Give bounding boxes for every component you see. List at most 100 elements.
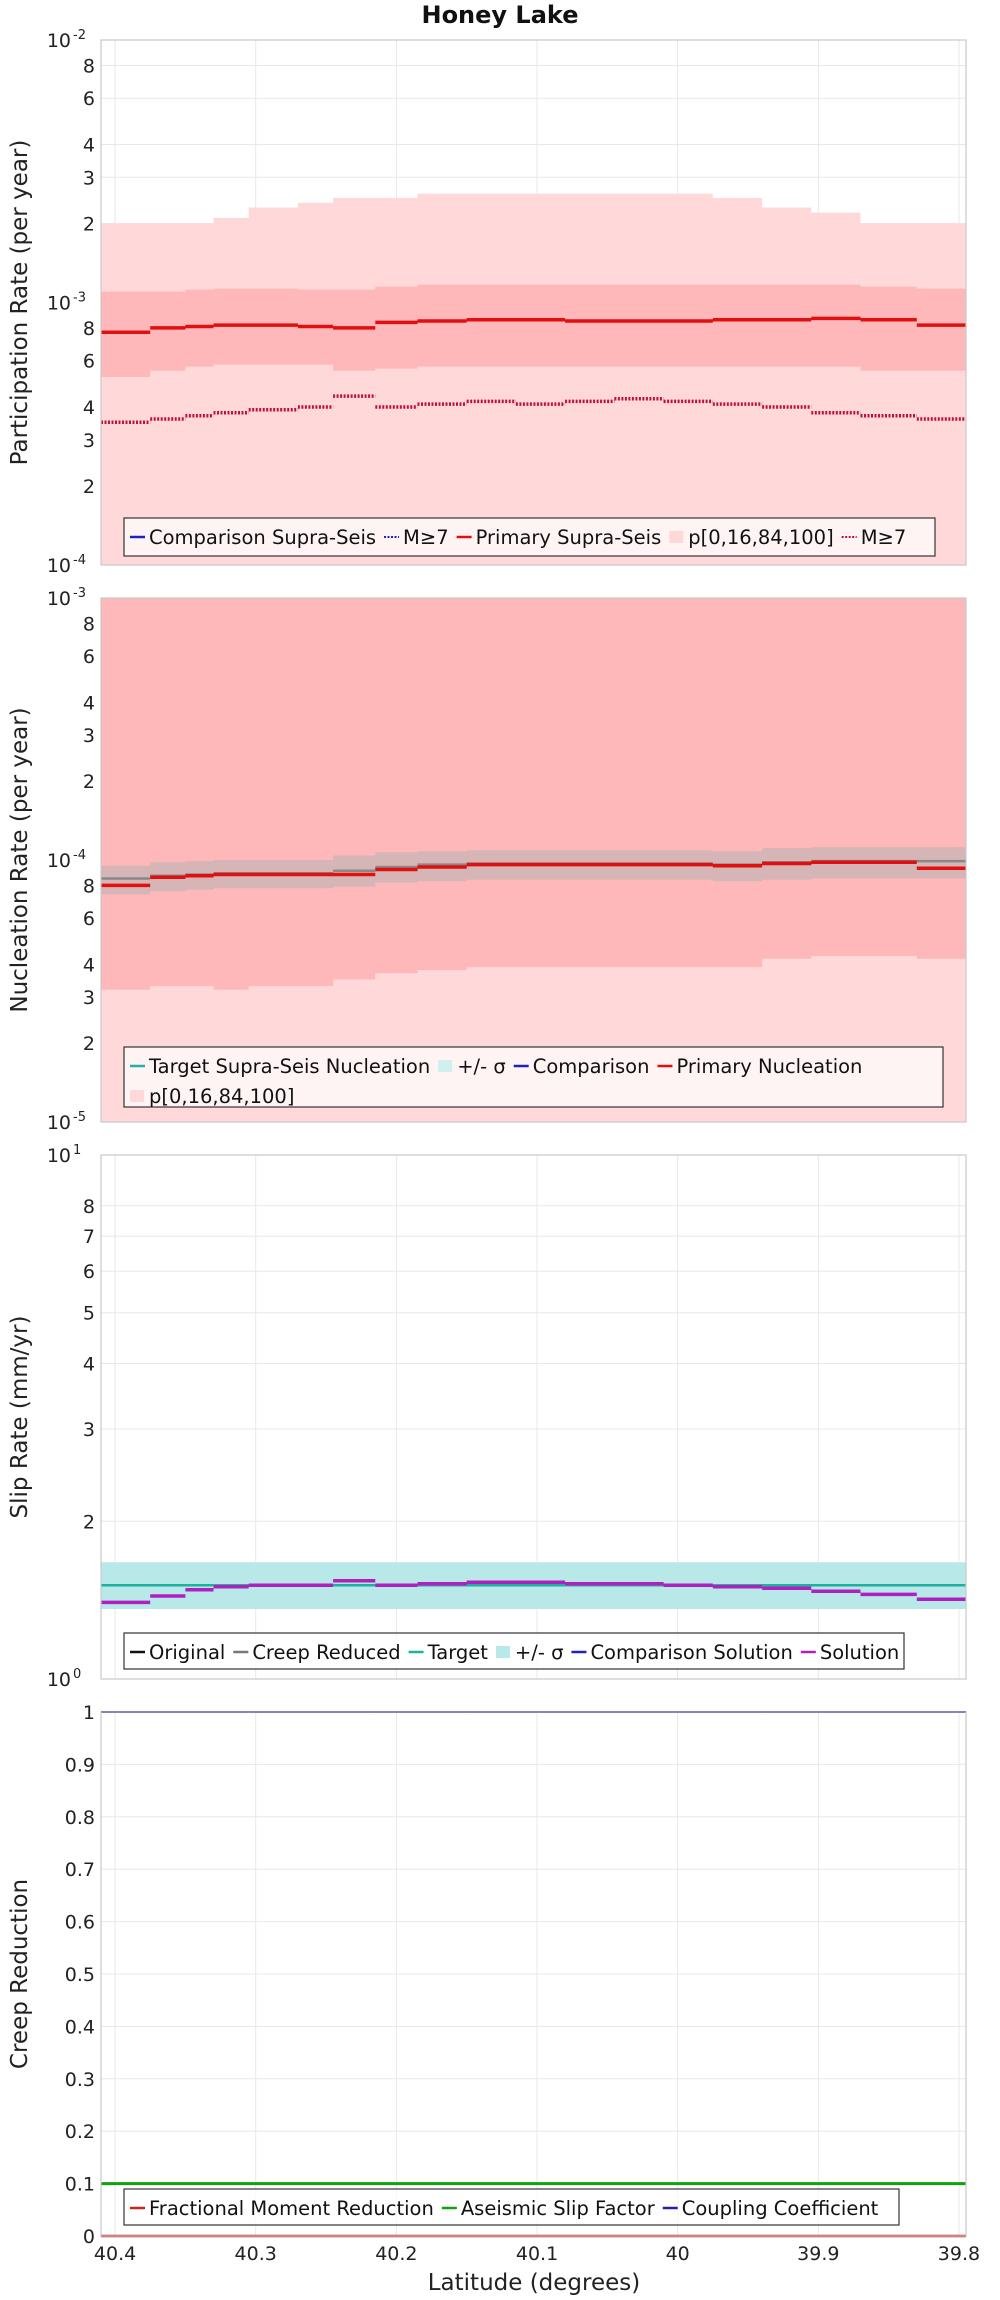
- legend-label-3: +/- σ: [515, 1641, 564, 1664]
- y-tick-major-2: 10: [47, 30, 71, 52]
- y-tick-9: 0.9: [65, 1754, 95, 1776]
- y-tick-2: 0.2: [65, 2121, 95, 2143]
- y-tick-minor-5: 7: [83, 1226, 95, 1248]
- legend-label-1: +/- σ: [457, 1055, 506, 1078]
- y-tick-exp-1: -3: [73, 291, 86, 306]
- legend-label-2: Coupling Coefficient: [682, 2197, 879, 2220]
- plot-frame: [100, 597, 967, 1123]
- panel-creep: 0 0.1 0.2 0.3 0.4 0.5 0.6 0.7 0.8 0.9 1 Creep Reduc…: [7, 1702, 967, 2248]
- series-participation-0: [101, 316, 966, 335]
- y-tick-minor-3: 6: [83, 908, 95, 930]
- y-tick-minor-1: 3: [83, 987, 95, 1009]
- legend-swatch-3: [495, 1646, 510, 1658]
- y-tick-exp-2: -2: [73, 28, 86, 43]
- y-tick-minor-9: 8: [83, 613, 95, 635]
- legend-label-1: Creep Reduced: [252, 1641, 400, 1664]
- legend-creep: Fractional Moment Reduction Aseismic Slip…: [123, 2188, 900, 2226]
- legend-label-4: Comparison Solution: [590, 1641, 792, 1664]
- y-tick-7: 0.7: [65, 1859, 95, 1881]
- y-tick-1: 0.1: [65, 2174, 95, 2196]
- series-participation-1: [101, 394, 966, 424]
- legend-swatch-1: [438, 1060, 453, 1072]
- y-tick-minor-3: 6: [83, 351, 95, 373]
- x-axis-label: Latitude (degrees): [428, 2270, 641, 2296]
- plot-frame: [100, 39, 967, 566]
- plot-frame: [100, 1711, 967, 2237]
- y-tick-minor-0: 2: [83, 1511, 95, 1533]
- legend-label-2: Primary Supra-Seis: [476, 526, 662, 549]
- y-tick-minor-5: 2: [83, 771, 95, 793]
- y-tick-exp-2: -3: [73, 586, 86, 601]
- x-tick-6: 39.8: [938, 2243, 980, 2265]
- legend-label-5: Solution: [820, 1641, 899, 1664]
- y-tick-minor-5: 2: [83, 213, 95, 235]
- y-tick-minor-7: 4: [83, 692, 95, 714]
- y-tick-minor-1: 3: [83, 1419, 95, 1441]
- y-axis-label-creep: Creep Reduction: [7, 1879, 33, 2069]
- y-tick-4: 0.4: [65, 2016, 95, 2038]
- legend-participation: Comparison Supra-Seis M≥7 Primary Supra-Se…: [123, 517, 936, 557]
- y-tick-minor-0: 2: [83, 1033, 95, 1055]
- y-tick-minor-6: 3: [83, 725, 95, 747]
- y-axis-label-slip: Slip Rate (mm/yr): [7, 1316, 33, 1519]
- legend-label-1: M≥7: [403, 526, 449, 549]
- legend-label-3: p[0,16,84,100]: [688, 526, 833, 549]
- y-tick-5: 0.5: [65, 1964, 95, 1986]
- y-tick-major-0: 10: [47, 1669, 71, 1691]
- y-tick-minor-8: 6: [83, 88, 95, 110]
- y-tick-minor-2: 4: [83, 1354, 95, 1376]
- y-tick-major-2: 10: [47, 588, 71, 610]
- legend-swatch-4: [130, 1090, 144, 1102]
- y-tick-8: 0.8: [65, 1807, 95, 1829]
- y-tick-exp-0: -4: [73, 553, 86, 568]
- y-tick-minor-4: 6: [83, 1261, 95, 1283]
- legend-swatch-3: [669, 531, 684, 543]
- y-tick-major-0: 10: [47, 555, 71, 577]
- x-tick-1: 40.3: [235, 2243, 277, 2265]
- series-nucleation-1: [101, 860, 966, 888]
- y-tick-minor-1: 3: [83, 430, 95, 452]
- x-tick-5: 39.9: [797, 2243, 839, 2265]
- y-tick-exp-0: 0: [73, 1667, 81, 1682]
- y-tick-minor-4: 8: [83, 318, 95, 340]
- legend-label-4: p[0,16,84,100]: [149, 1085, 294, 1108]
- x-tick-2: 40.2: [375, 2243, 417, 2265]
- y-tick-minor-3: 5: [83, 1303, 95, 1325]
- legend-label-3: Primary Nucleation: [676, 1055, 862, 1078]
- chart-title: Honey Lake: [421, 1, 578, 29]
- band-2: [101, 847, 966, 895]
- x-axis: 40.4 40.3 40.2 40.1 40 39.9 39.8: [94, 2243, 980, 2265]
- legend-label-4: M≥7: [861, 526, 907, 549]
- y-tick-0: 0: [83, 2226, 95, 2248]
- y-tick-minor-8: 6: [83, 646, 95, 668]
- plot-frame: [100, 1154, 967, 1680]
- y-tick-3: 0.3: [65, 2069, 95, 2091]
- x-tick-4: 40: [666, 2243, 690, 2265]
- x-tick-3: 40.1: [516, 2243, 558, 2265]
- y-tick-6: 0.6: [65, 1912, 95, 1934]
- legend-label-0: Comparison Supra-Seis: [149, 526, 376, 549]
- y-tick-minor-7: 4: [83, 134, 95, 156]
- legend-label-0: Target Supra-Seis Nucleation: [148, 1055, 430, 1078]
- y-tick-exp-0: -5: [73, 1110, 86, 1125]
- band-1: [101, 284, 966, 377]
- legend-slip: Original Creep Reduced Target +/- σ Comparis…: [123, 1632, 905, 1670]
- y-axis-label-participation: Participation Rate (per year): [7, 140, 33, 466]
- band-1: [101, 598, 966, 990]
- y-tick-minor-0: 2: [83, 476, 95, 498]
- series-slip-1: [101, 1578, 966, 1605]
- y-tick-10: 1: [83, 1702, 95, 1724]
- legend-label-0: Original: [149, 1641, 225, 1664]
- legend-label-2: Target: [427, 1641, 489, 1664]
- y-tick-minor-9: 8: [83, 55, 95, 77]
- y-tick-exp-1: -4: [73, 848, 86, 863]
- y-tick-major-1: 10: [47, 1145, 71, 1167]
- y-tick-minor-6: 8: [83, 1196, 95, 1218]
- y-tick-minor-2: 4: [83, 954, 95, 976]
- band-0: [101, 193, 966, 565]
- y-tick-exp-1: 1: [73, 1143, 81, 1158]
